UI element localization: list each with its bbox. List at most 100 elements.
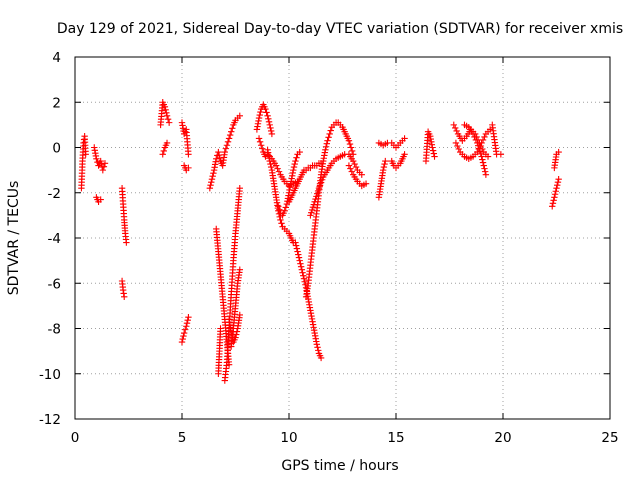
y-axis-label: SDTVAR / TECUs <box>6 181 22 296</box>
data-point <box>551 194 558 201</box>
series-arc-28 <box>375 135 408 151</box>
data-point <box>350 157 357 165</box>
data-point <box>475 145 483 152</box>
data-point <box>472 136 480 144</box>
data-point <box>362 180 370 187</box>
y-tick-label: -2 <box>48 186 61 202</box>
y-tick-label: -8 <box>48 322 61 338</box>
series-arc-7 <box>159 139 171 158</box>
series-arc-26 <box>345 162 370 190</box>
data-point <box>549 200 557 207</box>
data-point <box>180 332 187 340</box>
data-point <box>100 163 108 170</box>
data-point <box>474 139 481 147</box>
y-tick-labels: -12 -10 -8 -6 -4 -2 0 2 4 <box>39 50 61 428</box>
series-arc-25 <box>307 151 365 219</box>
data-point <box>272 162 280 169</box>
data-point <box>228 128 235 135</box>
data-point <box>208 178 215 186</box>
data-point <box>296 257 303 264</box>
series-arc-30 <box>422 128 438 165</box>
data-point <box>185 151 192 158</box>
data-point <box>480 162 487 169</box>
data-point <box>314 344 321 351</box>
data-point <box>450 121 457 129</box>
y-tick-label: -10 <box>39 367 61 383</box>
data-point <box>430 150 438 157</box>
data-point <box>263 109 270 116</box>
data-point <box>292 242 300 249</box>
data-point <box>236 311 243 319</box>
data-point <box>315 185 323 192</box>
data-point <box>295 251 302 258</box>
data-point <box>274 165 281 172</box>
data-point <box>266 157 273 165</box>
data-point <box>264 112 271 120</box>
data-points <box>78 99 562 384</box>
data-point <box>216 154 224 162</box>
data-point <box>225 135 233 142</box>
series-arc-34 <box>489 121 505 158</box>
data-point <box>453 127 460 135</box>
data-point <box>163 109 170 117</box>
data-point <box>290 166 297 174</box>
axis-ticks <box>74 56 611 420</box>
data-point <box>267 124 274 132</box>
data-point <box>347 144 355 151</box>
data-point <box>401 135 408 142</box>
data-point <box>325 134 332 141</box>
data-point <box>159 151 166 158</box>
data-point <box>277 216 284 224</box>
data-point <box>236 266 243 273</box>
x-tick-label: 5 <box>178 430 187 446</box>
data-point <box>381 160 388 168</box>
data-point <box>310 201 318 208</box>
data-point <box>401 151 408 158</box>
data-point <box>165 119 173 126</box>
data-point <box>553 185 560 192</box>
data-point <box>185 313 192 321</box>
data-point <box>281 207 288 215</box>
data-point <box>316 182 324 189</box>
data-point <box>476 147 484 155</box>
data-point <box>348 168 355 175</box>
series-arc-1 <box>78 132 89 192</box>
data-point <box>99 166 107 174</box>
data-point <box>184 317 191 324</box>
data-point <box>346 140 354 148</box>
data-point <box>301 278 308 285</box>
series-arc-23 <box>292 239 325 362</box>
series-arc-5 <box>118 277 128 301</box>
series-arc-32 <box>452 126 494 163</box>
data-point <box>292 239 299 246</box>
data-point <box>294 248 301 255</box>
data-point <box>179 335 186 343</box>
series-arc-4 <box>118 185 130 246</box>
x-tick-labels: 0 5 10 15 20 25 <box>71 430 619 446</box>
series-arc-6 <box>157 99 173 129</box>
data-point <box>97 196 104 203</box>
data-point <box>222 145 230 152</box>
data-point <box>324 137 331 144</box>
data-point <box>429 147 437 154</box>
y-tick-label: 4 <box>52 50 61 66</box>
data-point <box>314 190 321 197</box>
y-tick-label: 2 <box>52 95 61 111</box>
data-point <box>293 245 301 252</box>
data-point <box>256 138 264 146</box>
data-point <box>555 148 562 156</box>
series-arc-8 <box>178 119 192 158</box>
data-point <box>554 178 562 186</box>
data-point <box>311 198 318 205</box>
data-point <box>313 341 321 348</box>
series-arc-18 <box>253 101 276 138</box>
data-point <box>348 147 356 155</box>
data-point <box>478 153 485 160</box>
series-arc-35 <box>551 148 562 172</box>
data-point <box>292 157 299 165</box>
series-arc-10 <box>178 313 192 346</box>
data-point <box>479 159 487 166</box>
data-point <box>382 157 389 165</box>
data-point <box>552 188 559 195</box>
data-point <box>278 220 285 227</box>
